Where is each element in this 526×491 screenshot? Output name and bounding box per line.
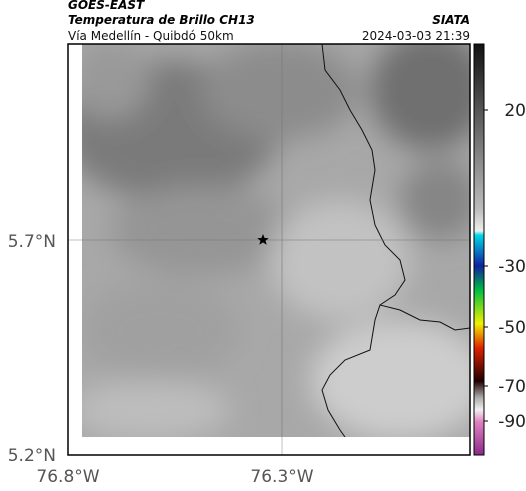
- map-frame: [67, 43, 471, 456]
- x-tick-label: 76.3°W: [250, 467, 313, 487]
- route: Vía Medellín - Quibdó 50km: [68, 29, 234, 43]
- colorbar-tick-label: 20: [504, 101, 526, 121]
- y-tick-label: 5.7°N: [8, 232, 56, 252]
- source: SIATA: [432, 13, 470, 27]
- colorbar-tick-label: -30: [498, 257, 526, 277]
- datetime: 2024-03-03 21:39: [362, 29, 470, 43]
- colorbar-tick-label: -70: [498, 377, 526, 397]
- colorbar: [473, 43, 485, 456]
- satellite-image: [82, 44, 470, 437]
- x-tick-label: 76.8°W: [36, 467, 99, 487]
- product: Temperatura de Brillo CH13: [68, 13, 255, 27]
- y-tick-label: 5.2°N: [8, 446, 56, 466]
- satellite: GOES-EAST: [68, 0, 145, 12]
- colorbar-tick-label: -90: [498, 412, 526, 432]
- colorbar-ticks: 20 -30 -50 -70 -90: [484, 101, 526, 432]
- colorbar-tick-label: -50: [498, 318, 526, 338]
- location-marker: [257, 234, 269, 245]
